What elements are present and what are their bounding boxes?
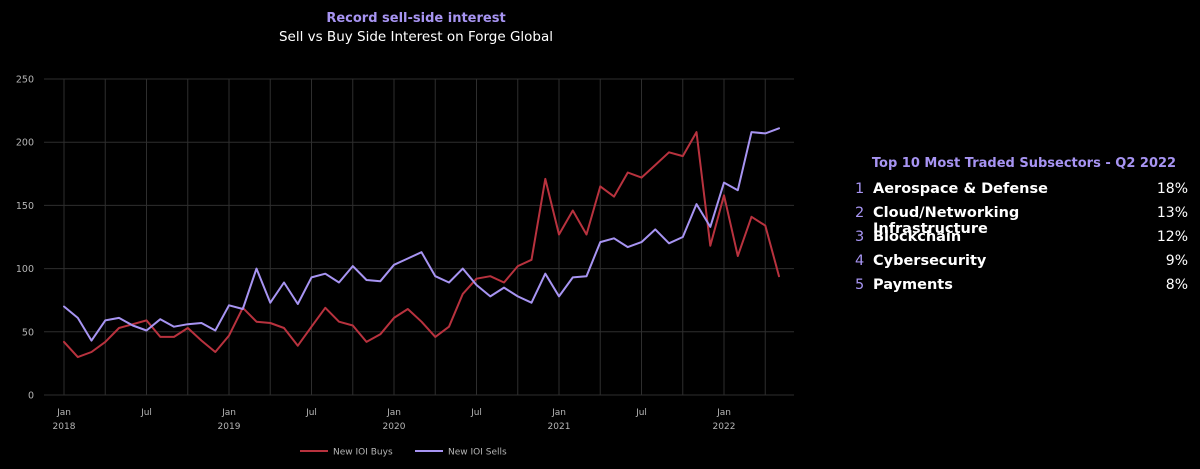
legend: New IOI Buys New IOI Sells: [300, 448, 507, 458]
subsector-name: Aerospace & Defense: [873, 181, 1048, 197]
y-tick-label: 50: [22, 327, 34, 338]
subsector-share: 18%: [1156, 181, 1188, 197]
subsector-share: 8%: [1165, 277, 1188, 293]
x-tick-year-label: 2018: [53, 422, 76, 432]
chart-subtitle: Sell vs Buy Side Interest on Forge Globa…: [278, 29, 554, 45]
list-item: 5 Payments 8%: [852, 277, 1188, 301]
x-tick-year-label: 2019: [218, 422, 241, 432]
x-tick-label: Jul: [305, 408, 317, 418]
x-tick-label: Jan: [716, 408, 731, 418]
list-item: 3 Blockchain 12%: [852, 229, 1188, 253]
list-item: 1 Aerospace & Defense 18%: [852, 181, 1188, 205]
subsector-name: Cybersecurity: [873, 253, 987, 269]
x-tick-label: Jan: [221, 408, 236, 418]
legend-buys-label: New IOI Buys: [333, 448, 393, 458]
subsector-name: Blockchain: [873, 229, 962, 245]
rank-number: 2: [855, 205, 865, 221]
series-lines: [63, 127, 780, 359]
x-tick-label: Jan: [386, 408, 401, 418]
subsector-share: 13%: [1156, 205, 1188, 221]
y-tick-label: 200: [16, 138, 34, 149]
line-chart: 0 50 100 150 200 250 Jan 2018 Jul Jan 2019 Jul Jan 2…: [16, 75, 794, 458]
y-axis-tick-labels: 0 50 100 150 200 250: [16, 75, 34, 402]
buys-series-line: [63, 131, 780, 359]
x-tick-label: Jul: [635, 408, 647, 418]
rank-number: 4: [855, 253, 865, 269]
list-item: 2 Cloud/Networking Infrastructure 13%: [852, 205, 1188, 237]
legend-sells-label: New IOI Sells: [448, 448, 507, 458]
subsector-name: Cloud/Networking Infrastructure: [873, 205, 1020, 237]
x-tick-label: Jan: [551, 408, 566, 418]
y-tick-label: 250: [16, 75, 34, 86]
x-tick-year-label: 2021: [548, 422, 571, 432]
x-axis-tick-labels: Jan 2018 Jul Jan 2019 Jul Jan 2020 Jul Jan 2021 Jul…: [53, 408, 736, 432]
x-tick-year-label: 2022: [713, 422, 736, 432]
sells-series-line: [63, 127, 780, 342]
y-tick-label: 0: [28, 391, 34, 402]
subsector-share: 9%: [1165, 253, 1188, 269]
chart-title: Record sell-side interest: [326, 11, 506, 26]
subsector-list: 1 Aerospace & Defense 18% 2 Cloud/Networ…: [852, 181, 1188, 301]
x-tick-year-label: 2020: [383, 422, 406, 432]
rank-number: 5: [855, 277, 865, 293]
y-tick-label: 100: [16, 264, 34, 275]
x-tick-label: Jul: [140, 408, 152, 418]
x-tick-label: Jan: [56, 408, 71, 418]
subsector-share: 12%: [1156, 229, 1188, 245]
subsector-panel: Top 10 Most Traded Subsectors - Q2 2022 …: [852, 156, 1188, 301]
subsector-name: Payments: [873, 277, 953, 293]
rank-number: 3: [855, 229, 865, 245]
list-item: 4 Cybersecurity 9%: [852, 253, 1188, 277]
rank-number: 1: [855, 181, 865, 197]
y-tick-label: 150: [16, 201, 34, 212]
x-tick-label: Jul: [470, 408, 482, 418]
panel-title: Top 10 Most Traded Subsectors - Q2 2022: [871, 156, 1177, 171]
